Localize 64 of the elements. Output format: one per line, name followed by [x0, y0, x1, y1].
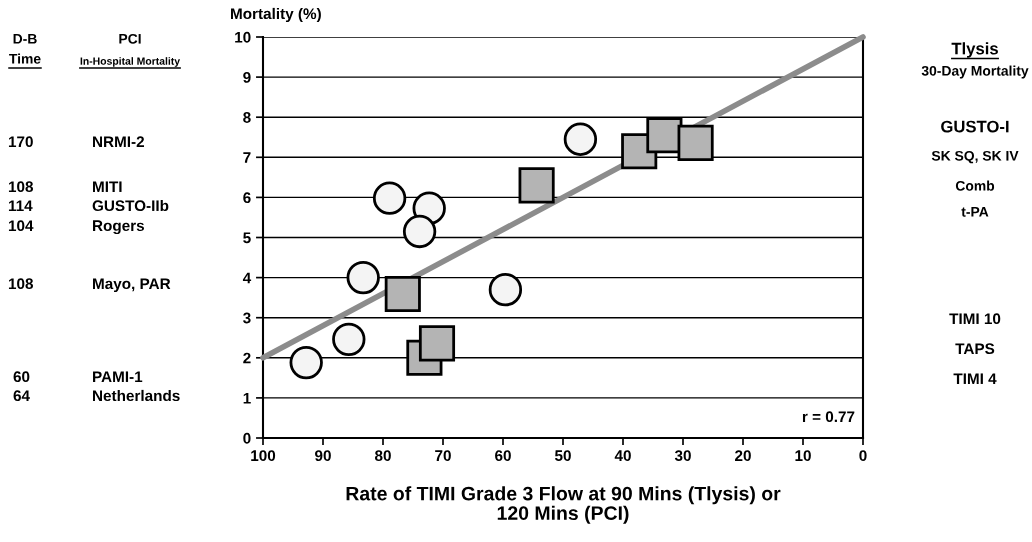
y-tick-label: 10 [235, 31, 251, 43]
text: 108 [8, 278, 34, 290]
text: TIMI 4 [953, 373, 997, 384]
y-tick-label: 6 [243, 192, 251, 204]
text: SK SQ, SK IV [931, 150, 1019, 164]
text: MITI [93, 181, 122, 192]
text: Netherlands [93, 389, 180, 402]
text: Mayo, PAR [93, 278, 171, 293]
text: t-PA [961, 207, 989, 217]
text: PAMI-1 [93, 371, 143, 382]
annotation: r = 0.77 [802, 411, 855, 423]
text: GUSTO-IIb [92, 199, 169, 212]
point [677, 124, 714, 161]
x-tick-label: 30 [674, 450, 691, 462]
y-tick-label: 5 [243, 232, 251, 244]
text: Rogers [93, 220, 145, 235]
y-tick-label: 3 [243, 312, 251, 324]
x-tick-label: 10 [795, 450, 811, 462]
text: 170 [8, 136, 33, 148]
text: 30-Day Mortality [921, 65, 1029, 79]
point [518, 167, 555, 204]
text: 60 [13, 371, 30, 383]
x-tick-label: 100 [251, 450, 276, 462]
text: NRMI-2 [93, 136, 145, 147]
y-axis-title: Mortality (%) [231, 7, 321, 23]
y-tick-label: 8 [243, 112, 251, 123]
point [289, 345, 323, 380]
x-tick-label: 60 [495, 450, 511, 462]
x-tick-label: 0 [859, 450, 867, 462]
y-tick-label: 9 [243, 71, 251, 83]
x-tick-label: 70 [435, 450, 451, 462]
y-tick-label: 7 [243, 152, 251, 163]
text: 104 [8, 220, 34, 232]
point [488, 272, 523, 307]
point [418, 325, 456, 362]
text: In-Hospital Mortality [80, 57, 181, 67]
point [372, 181, 407, 215]
y-tick-label: 4 [242, 272, 252, 284]
x-tick-label: 80 [374, 450, 391, 462]
text: Comb [955, 180, 995, 191]
text: PCI [119, 33, 141, 44]
point [646, 117, 683, 154]
text: GUSTO-I [941, 120, 1009, 133]
point [346, 260, 380, 295]
text: D-B [13, 34, 37, 44]
text: Tlysis [951, 42, 998, 58]
x-tick-label: 50 [554, 450, 571, 462]
y-tick-label: 1 [243, 392, 251, 404]
x-axis-title: Rate of TIMI Grade 3 Flow at 90 Mins (Tlysis) or 120 Mins (PCI) [346, 486, 781, 524]
x-tick-label: 40 [614, 450, 631, 462]
text: TAPS [955, 343, 995, 355]
x-tick-label: 90 [315, 450, 331, 462]
text: Time [9, 53, 41, 64]
text: 114 [8, 200, 33, 211]
point [563, 122, 598, 156]
text: TIMI 10 [949, 313, 1001, 325]
y-tick-label: 0 [243, 432, 251, 444]
x-tick-label: 20 [735, 450, 751, 462]
y-tick-label: 2 [243, 352, 251, 364]
text: 108 [8, 181, 34, 193]
point [332, 322, 366, 357]
text: 64 [13, 390, 30, 402]
point [384, 275, 421, 313]
point [402, 214, 437, 249]
